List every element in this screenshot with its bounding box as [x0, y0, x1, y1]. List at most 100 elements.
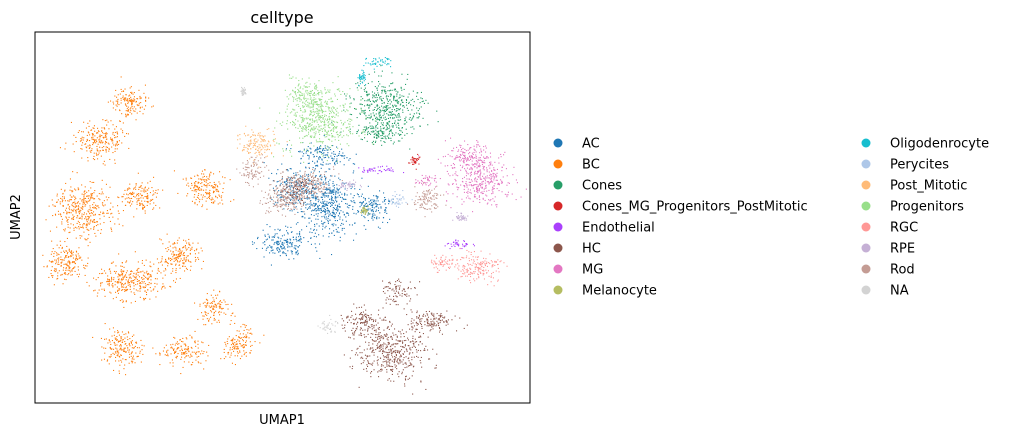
point [410, 104, 412, 106]
point [193, 187, 195, 189]
point [398, 113, 400, 115]
point [163, 285, 165, 287]
point [128, 362, 130, 364]
point [127, 110, 129, 112]
point [111, 138, 113, 140]
point [122, 95, 124, 97]
point [94, 289, 96, 291]
point [101, 268, 103, 270]
point [380, 345, 382, 347]
point [131, 103, 133, 105]
point [377, 131, 379, 133]
point [410, 364, 412, 366]
point [327, 219, 329, 221]
point [186, 255, 188, 257]
point [383, 127, 385, 129]
point [80, 256, 82, 258]
point [321, 158, 323, 160]
point [377, 166, 379, 168]
point [364, 137, 366, 139]
point [401, 89, 403, 91]
point [406, 104, 408, 106]
point [385, 335, 387, 337]
point [211, 302, 213, 304]
point [364, 109, 366, 111]
point [138, 199, 140, 201]
point [380, 368, 382, 370]
point [162, 243, 164, 245]
point [339, 212, 341, 214]
point [400, 134, 402, 136]
point [345, 95, 347, 97]
point [172, 270, 174, 272]
point [384, 209, 386, 211]
point [313, 156, 315, 158]
point [427, 336, 429, 338]
point [356, 348, 358, 350]
point [130, 360, 132, 362]
point [83, 191, 85, 193]
point [127, 347, 129, 349]
point [389, 117, 391, 119]
point [390, 112, 392, 114]
point [330, 205, 332, 207]
point [115, 126, 117, 128]
point [218, 194, 220, 196]
point [167, 353, 169, 355]
point [83, 231, 85, 233]
point [167, 349, 169, 351]
point [279, 180, 281, 182]
point [323, 154, 325, 156]
point [103, 288, 105, 290]
point [418, 317, 420, 319]
point [366, 140, 368, 142]
point [68, 207, 70, 209]
point [296, 174, 298, 176]
point [274, 252, 276, 254]
point [120, 128, 122, 130]
point [330, 201, 332, 203]
point [81, 148, 83, 150]
point [170, 257, 172, 259]
point [88, 147, 90, 149]
point [377, 173, 379, 175]
point [201, 268, 203, 270]
point [64, 272, 66, 274]
point [173, 243, 175, 245]
point [370, 372, 372, 374]
point [70, 251, 72, 253]
point [383, 110, 385, 112]
point [135, 289, 137, 291]
point [359, 329, 361, 331]
point [368, 342, 370, 344]
point [353, 200, 355, 202]
point [386, 355, 388, 357]
point [396, 93, 398, 95]
point [64, 189, 66, 191]
point [206, 304, 208, 306]
point [324, 192, 326, 194]
point [220, 306, 222, 308]
point [266, 247, 268, 249]
point [65, 142, 67, 144]
point [156, 283, 158, 285]
point [124, 276, 126, 278]
point [216, 185, 218, 187]
point [152, 105, 154, 107]
point [357, 347, 359, 349]
point [397, 343, 399, 345]
point [158, 262, 160, 264]
point [315, 213, 317, 215]
point [412, 126, 414, 128]
point [139, 106, 141, 108]
point [139, 107, 141, 109]
point [127, 281, 129, 283]
point [125, 289, 127, 291]
point [103, 200, 105, 202]
point [281, 246, 283, 248]
point [385, 207, 387, 209]
point [379, 190, 381, 192]
point [286, 187, 288, 189]
point [72, 261, 74, 263]
point [311, 181, 313, 183]
